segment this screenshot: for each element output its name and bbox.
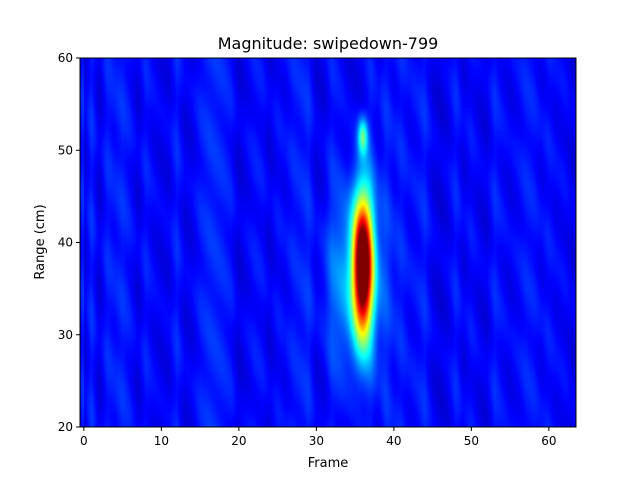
x-tick-label: 20 — [231, 434, 246, 448]
x-tick-label: 10 — [154, 434, 169, 448]
y-tick-label: 50 — [58, 143, 73, 157]
x-axis: 0 10 20 30 40 50 60 — [80, 427, 556, 448]
x-tick-label: 40 — [386, 434, 401, 448]
y-axis: 20 30 40 50 60 — [58, 51, 80, 434]
x-tick-label: 50 — [464, 434, 479, 448]
y-axis-label: Range (cm) — [33, 204, 48, 279]
y-tick-label: 40 — [58, 236, 73, 250]
y-tick-label: 20 — [58, 420, 73, 434]
chart-title: Magnitude: swipedown-799 — [218, 34, 439, 53]
heatmap-image — [80, 58, 576, 427]
x-tick-label: 30 — [309, 434, 324, 448]
x-tick-label: 0 — [80, 434, 88, 448]
x-tick-label: 60 — [541, 434, 556, 448]
y-tick-label: 60 — [58, 51, 73, 65]
y-tick-label: 30 — [58, 328, 73, 342]
x-axis-label: Frame — [308, 456, 349, 471]
